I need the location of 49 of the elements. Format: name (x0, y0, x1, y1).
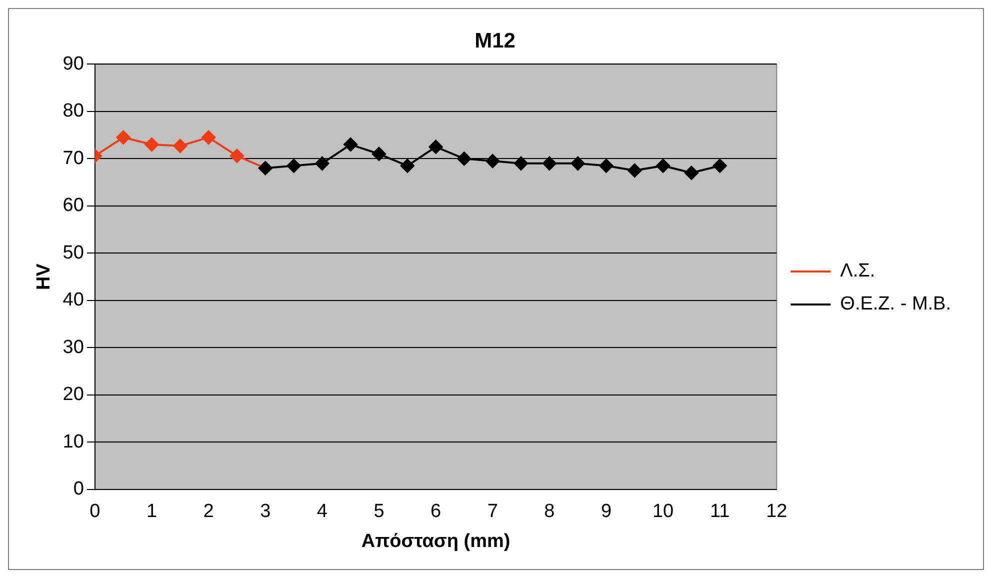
x-tick-label: 9 (600, 501, 612, 522)
point (628, 164, 642, 178)
x-tick-label: 0 (90, 501, 100, 522)
point (315, 156, 330, 170)
point (486, 154, 500, 168)
y-tick-label: 0 (73, 478, 84, 500)
point (428, 140, 443, 154)
y-tick-label: 90 (62, 53, 84, 74)
x-tick-label: 6 (430, 501, 442, 522)
y-tick-label: 40 (62, 290, 84, 311)
y-tick-label: 80 (62, 100, 84, 122)
point (230, 148, 244, 163)
chart-title: M12 (474, 29, 516, 52)
point (712, 158, 727, 173)
point (144, 138, 159, 152)
point (599, 158, 614, 173)
point (542, 156, 556, 170)
y-tick-label: 70 (62, 148, 84, 169)
x-tick-label: 3 (260, 501, 271, 522)
x-tick-label: 10 (652, 501, 674, 522)
x-tick-label: 11 (710, 501, 730, 522)
point (202, 130, 216, 144)
x-tick-label: 2 (203, 501, 214, 522)
point (684, 166, 698, 180)
legend-label: Λ.Σ. (840, 260, 876, 282)
x-tick-label: 12 (766, 501, 788, 522)
x-tick-label: 5 (374, 501, 384, 522)
point (286, 158, 301, 173)
y-axis-title: HV (34, 263, 55, 290)
x-tick-label: 4 (316, 501, 328, 522)
point (400, 158, 414, 173)
point (457, 152, 472, 166)
point (344, 138, 358, 152)
point (173, 138, 188, 153)
x-tick-label: 8 (544, 501, 555, 522)
point (372, 146, 386, 161)
y-tick-label: 50 (62, 242, 84, 264)
y-tick-label: 10 (62, 431, 84, 452)
point (514, 156, 528, 170)
x-axis-title: Απόσταση (mm) (361, 530, 510, 552)
y-tick-label: 20 (62, 384, 84, 406)
y-tick-label: 60 (62, 195, 84, 216)
point (116, 130, 130, 144)
x-tick-label: 7 (487, 501, 498, 522)
x-tick-label: 1 (146, 501, 158, 522)
legend-label: Θ.Ε.Ζ. - Μ.Β. (840, 294, 952, 315)
point (570, 156, 585, 170)
y-tick-label: 30 (62, 336, 84, 358)
point (656, 158, 670, 173)
